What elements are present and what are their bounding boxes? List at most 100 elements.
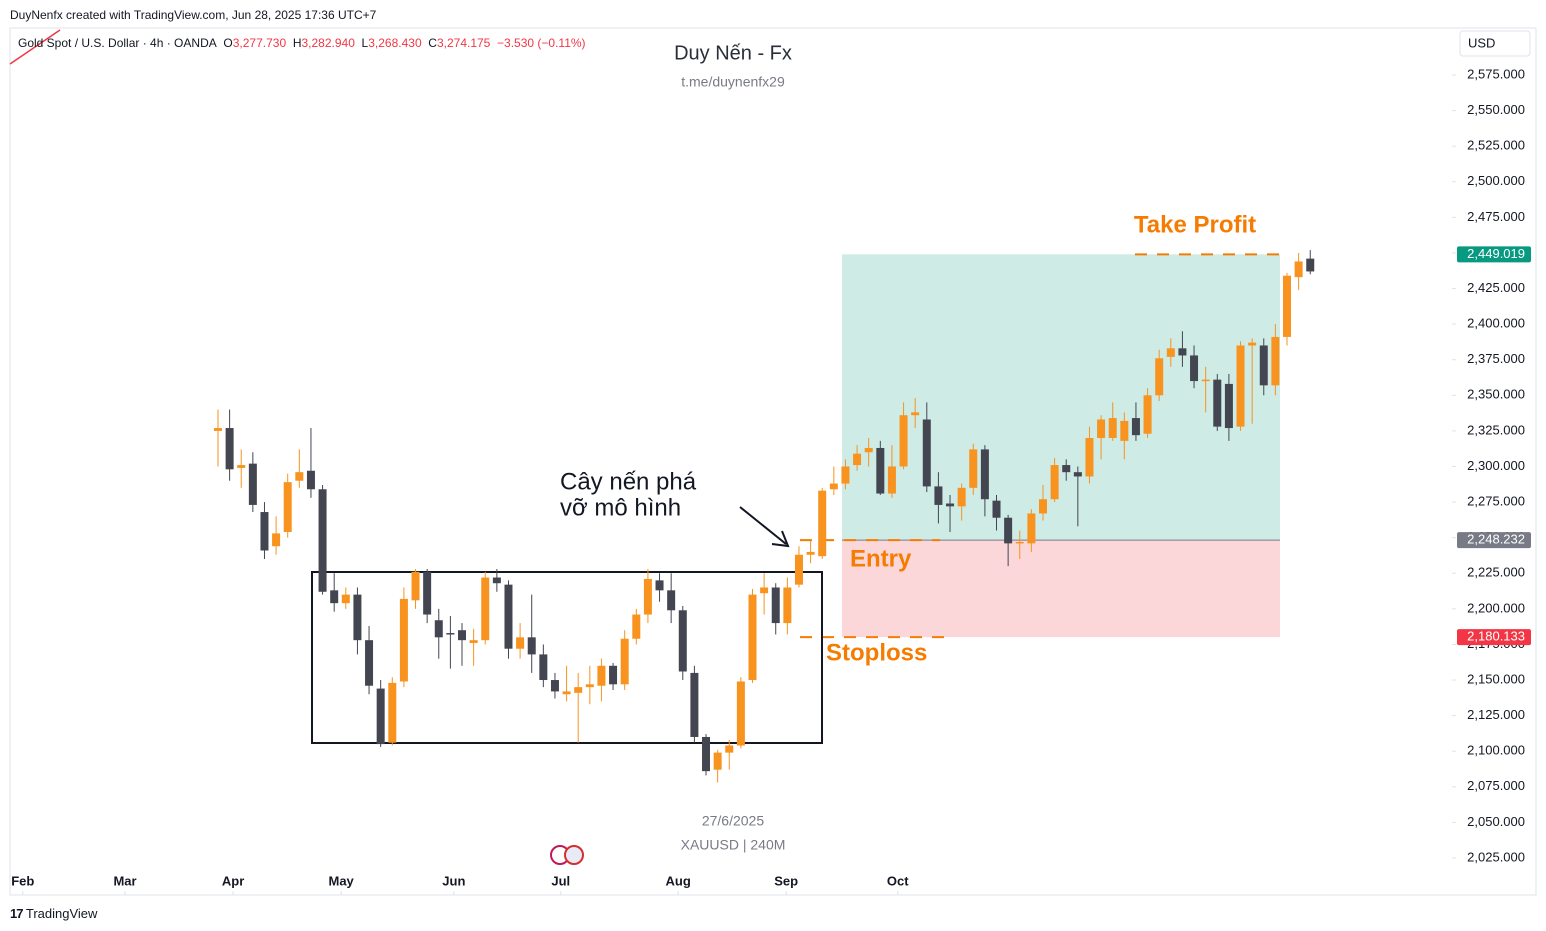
price-tag (1457, 532, 1531, 549)
candle-body (458, 630, 467, 641)
y-tick-label: 2,025.000 (1467, 849, 1525, 864)
candle-body (1271, 336, 1280, 386)
candle-body (318, 489, 327, 592)
footer: 17 TradingView (10, 906, 98, 921)
candle-body (829, 483, 838, 490)
candle-body (306, 470, 315, 490)
x-tick-label: Apr (222, 873, 244, 888)
candle-body (434, 620, 443, 638)
candle-body (1120, 420, 1129, 441)
candle-body (1097, 419, 1106, 439)
candle-body (1050, 465, 1059, 500)
candle-body (1201, 379, 1210, 382)
y-tick-label: 2,425.000 (1467, 280, 1525, 295)
candle-body (1062, 465, 1071, 473)
legend-key: C (428, 36, 437, 50)
y-tick-label: 2,325.000 (1467, 422, 1525, 437)
watermark-link: t.me/duynenfx29 (681, 74, 785, 90)
x-tick-label: Jul (551, 873, 570, 888)
y-tick-label: 2,100.000 (1467, 743, 1525, 758)
candle-body (911, 412, 920, 416)
legend-value: 3,282.940 (301, 36, 355, 50)
candle-body (864, 447, 873, 453)
legend: Gold Spot / U.S. Dollar · 4h · OANDA O3,… (18, 36, 586, 50)
candle-body (272, 533, 281, 547)
candle-body (1166, 348, 1175, 357)
candle-body (1073, 472, 1082, 477)
candle-body (574, 687, 583, 693)
y-tick-label: 2,350.000 (1467, 387, 1525, 402)
candle-body (504, 584, 513, 649)
x-tick-label: Aug (665, 873, 690, 888)
legend-symbol: Gold Spot / U.S. Dollar · 4h · OANDA (18, 36, 217, 50)
candle-body (969, 449, 978, 488)
candle-body (992, 500, 1001, 518)
logo-stroke (9, 29, 61, 65)
candle-body (539, 654, 548, 681)
candle-body (341, 594, 350, 604)
candle-body (411, 571, 420, 601)
watermark-date: 27/6/2025 (702, 813, 764, 829)
currency-box[interactable] (1459, 30, 1531, 57)
legend-key: L (361, 36, 369, 50)
y-tick-label: 2,275.000 (1467, 494, 1525, 509)
entry-label: Entry (850, 545, 912, 572)
candle-body (353, 594, 362, 641)
x-tick-label: Sep (774, 873, 798, 888)
callout: vỡ mô hình (560, 494, 681, 521)
candle-body (585, 684, 594, 688)
candle-body (283, 482, 292, 532)
candle-body (655, 580, 664, 591)
x-tick-label: Mar (113, 873, 136, 888)
legend-change: −3.530 (−0.11%) (497, 36, 586, 50)
candle-body (469, 640, 478, 644)
y-tick-label: 2,125.000 (1467, 707, 1525, 722)
candle-body (725, 745, 734, 753)
profit-zone (842, 254, 1280, 541)
candle-body (1213, 379, 1222, 427)
y-tick-label: 2,225.000 (1467, 565, 1525, 580)
currency[interactable]: USD (1468, 35, 1495, 50)
candle-body (1248, 342, 1257, 346)
arrow-head (771, 530, 790, 548)
candle-body (876, 447, 885, 494)
candle-body (946, 503, 955, 507)
candle-body (783, 587, 792, 624)
candle-body (1294, 261, 1303, 278)
candle-body (481, 577, 490, 641)
x-tick-label: Oct (887, 873, 909, 888)
y-tick-label: 2,300.000 (1467, 458, 1525, 473)
candle-body (1224, 383, 1233, 429)
y-tick-label: 2,400.000 (1467, 316, 1525, 331)
candle-body (632, 614, 641, 639)
candle-body (550, 680, 559, 692)
candle-body (934, 486, 943, 505)
candle-body (1178, 348, 1187, 356)
candle-body (1038, 499, 1047, 514)
candle-body (818, 490, 827, 557)
credit: DuyNenfx created with TradingView.com, J… (10, 8, 377, 22)
candle-body (388, 682, 397, 743)
y-tick-label: 2,050.000 (1467, 814, 1525, 829)
candle-body (260, 512, 269, 551)
candle-body (667, 590, 676, 611)
candle-body (213, 428, 222, 431)
y-tick-label: 2,200.000 (1467, 600, 1525, 615)
flag-icon (564, 845, 584, 865)
candle-body (736, 681, 745, 746)
pattern-box (311, 571, 823, 744)
sl-label: Stoploss (826, 639, 927, 666)
candle-body (980, 449, 989, 500)
candle-body (841, 466, 850, 484)
candle-body (1143, 395, 1152, 434)
candle-body (1004, 517, 1013, 544)
y-tick-label: 2,500.000 (1467, 173, 1525, 188)
candle-body (771, 587, 780, 624)
candle-body (1108, 418, 1117, 439)
candle-body (713, 752, 722, 770)
price-tag (1457, 246, 1531, 263)
legend-key: H (292, 36, 302, 50)
candle-body (1027, 513, 1036, 544)
candle-body (1155, 358, 1164, 396)
